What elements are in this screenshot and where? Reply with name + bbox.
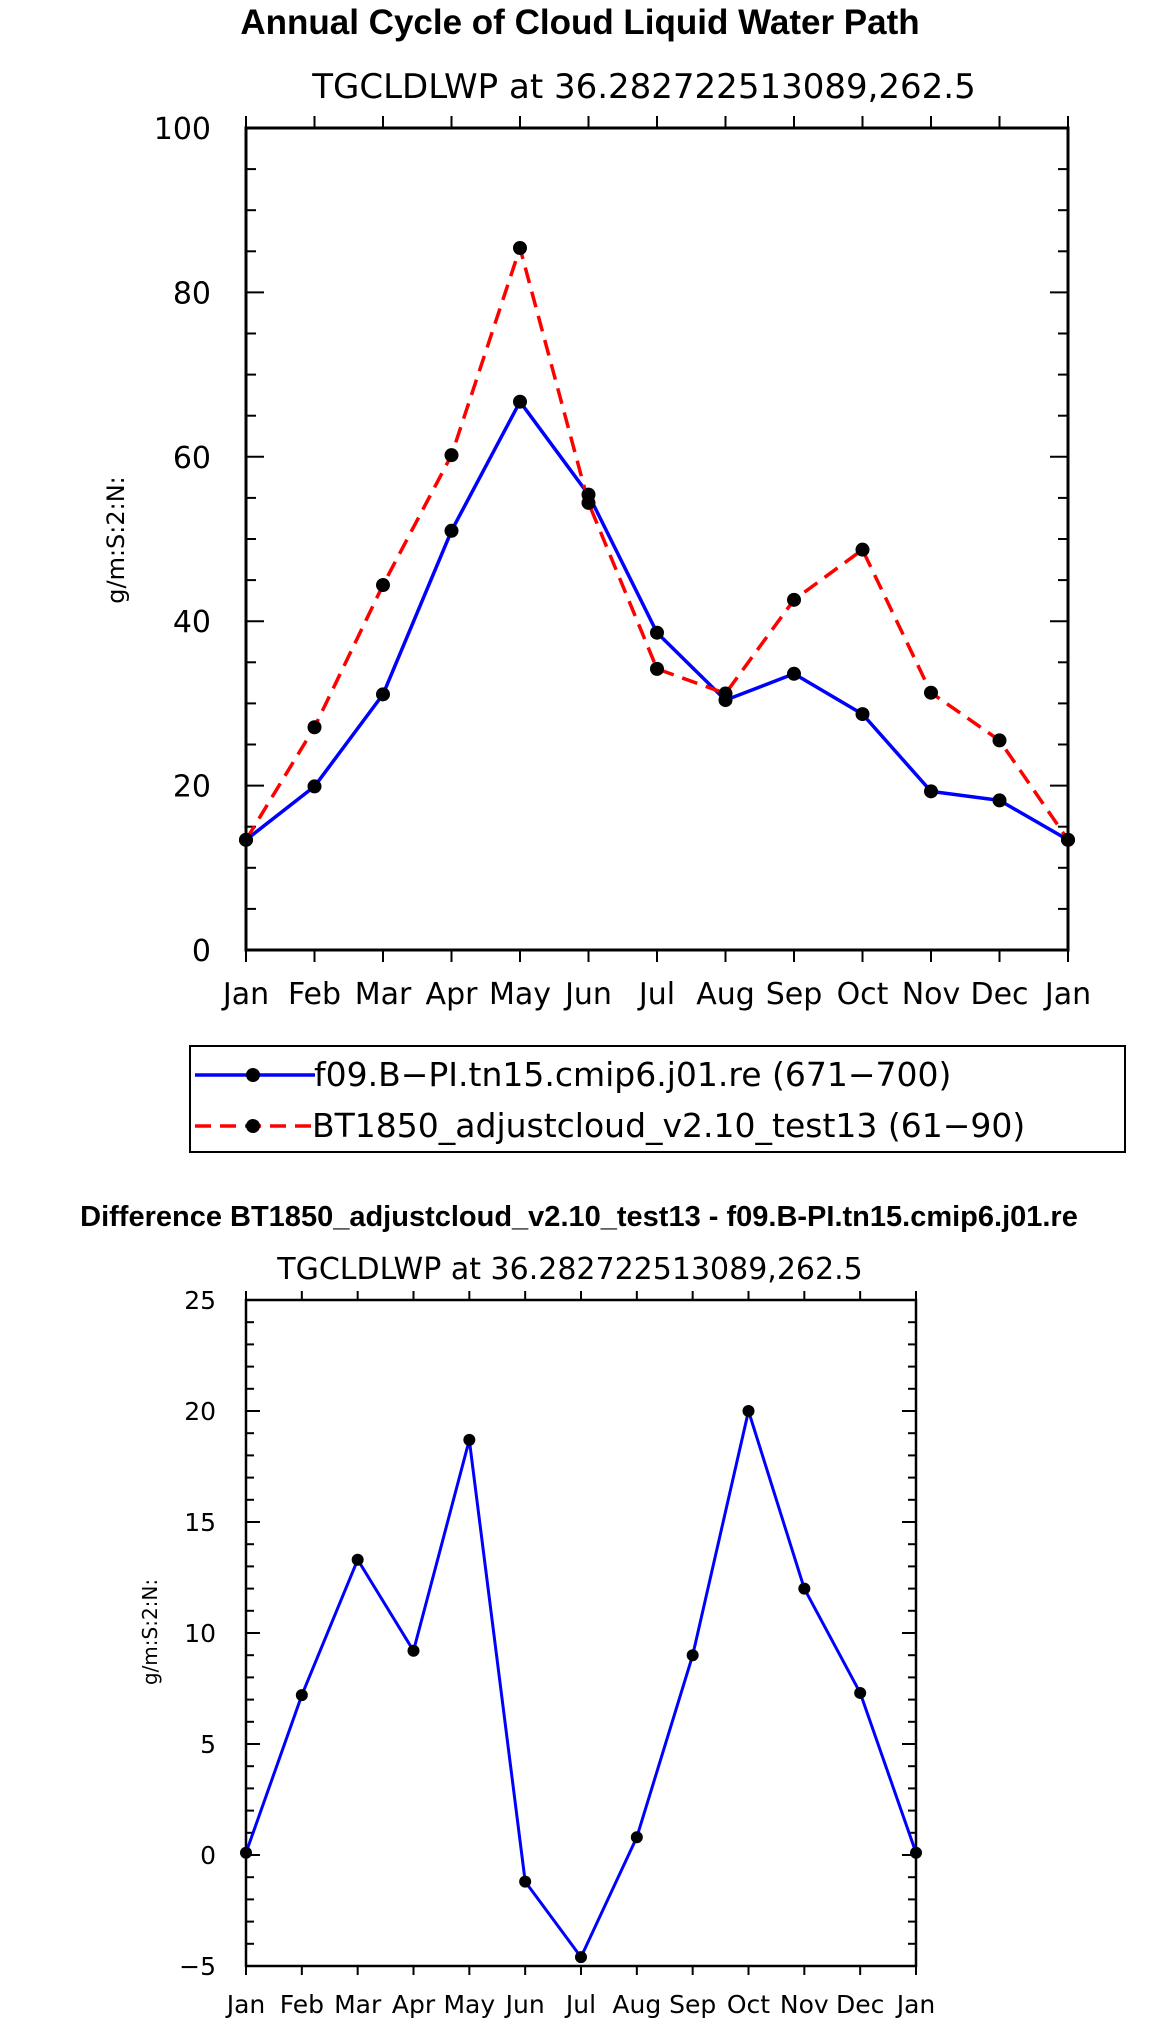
chart2-x-tick-label: Apr — [392, 1990, 436, 2019]
chart2-point-series1 — [742, 1405, 755, 1417]
chart1-point-series2 — [444, 448, 459, 463]
chart1-point-series2 — [650, 661, 664, 676]
chart1-point-series2 — [513, 241, 527, 256]
chart1-y-tick-label: 60 — [173, 441, 211, 476]
chart1-series-line-1 — [244, 399, 1069, 842]
chart1-point-series2 — [924, 685, 938, 700]
chart2-title: Difference BT1850_adjustcloud_v2.10_test… — [80, 1201, 1078, 1233]
chart1-point-series2 — [787, 592, 801, 607]
chart2-point-series1 — [407, 1644, 420, 1657]
chart1-x-tick-label: Jul — [637, 977, 675, 1012]
legend-box — [189, 1045, 1126, 1153]
chart2-y-tick-label: 20 — [184, 1397, 216, 1426]
chart1-x-tick-label: Mar — [355, 977, 412, 1012]
chart2-point-series1 — [351, 1553, 364, 1566]
chart1-legend: f09.B−PI.tn15.cmip6.j01.re (671−700) BT1… — [189, 1045, 1126, 1153]
chart2-point-series1 — [295, 1689, 308, 1702]
chart2-point-series1 — [630, 1831, 643, 1844]
chart1-point-series1 — [376, 687, 390, 702]
chart2-y-tick-label: 15 — [184, 1508, 216, 1537]
chart1-y-tick-label: 80 — [173, 276, 211, 311]
legend-marker-series2 — [246, 1119, 260, 1133]
chart1-plot-area: 0 20 40 60 80 100 Jan Feb Mar Apr May Jun Jul Aug Sep O… — [154, 112, 1091, 1012]
chart1-point-series2 — [855, 542, 870, 557]
chart1-x-tick-label: Sep — [766, 977, 823, 1012]
chart1-point-series1 — [924, 784, 938, 799]
chart1-point-series1 — [650, 625, 664, 640]
chart2-x-tick-label: Sep — [669, 1990, 716, 2019]
chart2-point-series1 — [686, 1649, 699, 1662]
chart2-y-tick-label: −5 — [179, 1952, 216, 1981]
chart1-x-tick-label: Oct — [837, 977, 889, 1012]
chart1-x-tick-label: May — [489, 977, 551, 1012]
chart1-x-tick-label: Apr — [426, 977, 479, 1012]
chart2-point-series1 — [463, 1433, 476, 1446]
chart1-point-series1 — [787, 666, 801, 681]
chart1-point-series1 — [307, 779, 322, 794]
chart1-title: Annual Cycle of Cloud Liquid Water Path — [240, 3, 919, 42]
chart2-x-tick-label: Mar — [334, 1990, 382, 2019]
chart1-y-tick-label: 100 — [154, 112, 211, 147]
chart2-y-tick-label: 0 — [200, 1841, 216, 1870]
chart1-x-tick-label: Aug — [696, 977, 755, 1012]
chart2-point-series1 — [910, 1846, 922, 1859]
legend-marker-series1 — [246, 1068, 260, 1082]
chart2-y-tick-label: 5 — [200, 1730, 216, 1759]
chart2-x-tick-label: Jul — [564, 1990, 596, 2019]
chart1-point-series2 — [718, 686, 733, 701]
chart2-x-tick-label: Jan — [225, 1990, 266, 2019]
chart2-point-series1 — [519, 1875, 532, 1888]
chart2-point-series1 — [798, 1582, 811, 1595]
chart1-x-tick-label: Dec — [970, 977, 1028, 1012]
chart2-x-tick-label: May — [443, 1990, 495, 2019]
chart1-y-tick-label: 0 — [192, 934, 211, 969]
chart1-point-series2 — [239, 832, 253, 847]
chart1-y-axis-label: g/m:S:2:N: — [102, 476, 130, 604]
chart2-y-tick-label: 10 — [184, 1619, 216, 1648]
chart1-x-tick-label: Feb — [288, 977, 341, 1012]
chart1-x-tick-label: Jan — [1043, 977, 1091, 1012]
chart1-point-series2 — [1061, 832, 1075, 847]
chart2-x-tick-label: Oct — [727, 1990, 770, 2019]
chart1-y-tick-label: 20 — [173, 770, 211, 805]
chart1-x-tick-label: Jan — [221, 977, 269, 1012]
chart1-point-series1 — [513, 394, 527, 409]
chart2-y-axis-label: g/m:S:2:N: — [138, 1579, 162, 1685]
chart2-subtitle: TGCLDLWP at 36.282722513089,262.5 — [276, 1252, 862, 1287]
chart2-x-tick-label: Aug — [612, 1990, 661, 2019]
chart1-y-tick-label: 40 — [173, 605, 211, 640]
chart2-x-tick-label: Dec — [836, 1990, 884, 2019]
legend-label-series1: f09.B−PI.tn15.cmip6.j01.re (671−700) — [314, 1055, 951, 1094]
chart1-point-series2 — [307, 720, 322, 735]
chart1-point-series1 — [444, 523, 459, 538]
legend-label-series2: BT1850_adjustcloud_v2.10_test13 (61−90) — [312, 1106, 1025, 1145]
chart1-subtitle: TGCLDLWP at 36.282722513089,262.5 — [311, 67, 976, 107]
chart2-x-tick-label: Nov — [780, 1990, 829, 2019]
chart2-y-tick-label: 25 — [184, 1286, 216, 1315]
chart2-series-line-1 — [244, 1409, 918, 1959]
chart1-x-tick-label: Jun — [563, 977, 612, 1012]
chart2-point-series1 — [575, 1951, 587, 1964]
chart1-point-series2 — [992, 733, 1007, 748]
chart1-frame — [244, 126, 1070, 952]
chart2-x-tick-label: Jun — [504, 1990, 545, 2019]
chart1-series-line-2 — [244, 246, 1070, 841]
chart2-x-tick-label: Jan — [895, 1990, 936, 2019]
chart2-plot-area: −5 0 5 10 15 20 25 Jan Feb Mar Apr May Jun Jul Aug Sep O… — [179, 1286, 935, 2019]
chart1-x-tick-label: Nov — [902, 977, 961, 1012]
chart2-x-tick-label: Feb — [280, 1990, 324, 2019]
chart1-point-series1 — [992, 793, 1007, 808]
chart1-point-series1 — [855, 707, 870, 722]
chart2-point-series1 — [854, 1686, 867, 1699]
chart1-point-series2 — [376, 578, 390, 593]
chart1-point-series2 — [581, 495, 596, 510]
chart2-frame — [244, 1298, 918, 1968]
chart2-point-series1 — [240, 1846, 252, 1859]
